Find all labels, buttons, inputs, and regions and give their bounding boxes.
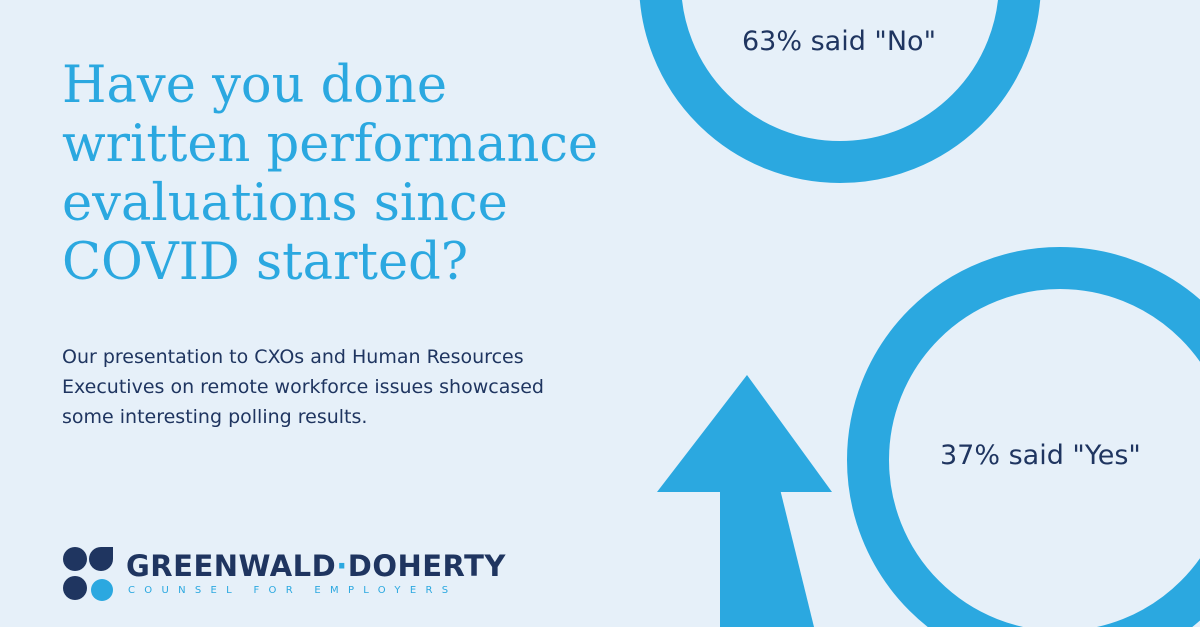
description-line: some interesting polling results. [62,406,368,428]
headline-line: evaluations since [62,174,508,233]
headline-line: written performance [62,115,599,174]
logo-name-left: GREENWALD [126,549,337,583]
description: Our presentation to CXOs and Human Resou… [62,342,622,432]
logo-separator: · [336,549,348,583]
company-logo: GREENWALD·DOHERTY COUNSEL FOR EMPLOYERS [62,545,522,605]
yes-result-label: 37% said "Yes" [940,440,1141,471]
logo-mark-icon [63,547,113,601]
description-line: Our presentation to CXOs and Human Resou… [62,346,524,368]
no-result-label: 63% said "No" [742,26,936,57]
headline-line: COVID started? [62,233,469,292]
logo-tagline: COUNSEL FOR EMPLOYERS [128,585,458,596]
logo-wordmark: GREENWALD·DOHERTY [126,549,506,583]
description-line: Executives on remote workforce issues sh… [62,376,544,398]
bottom-ring [847,247,1200,627]
arrow-shaft [720,489,814,627]
up-arrow-icon [657,375,832,492]
headline-line: Have you done [62,56,448,115]
logo-name-right: DOHERTY [347,549,506,583]
headline: Have you done written performance evalua… [62,56,662,292]
top-ring [639,0,1041,183]
